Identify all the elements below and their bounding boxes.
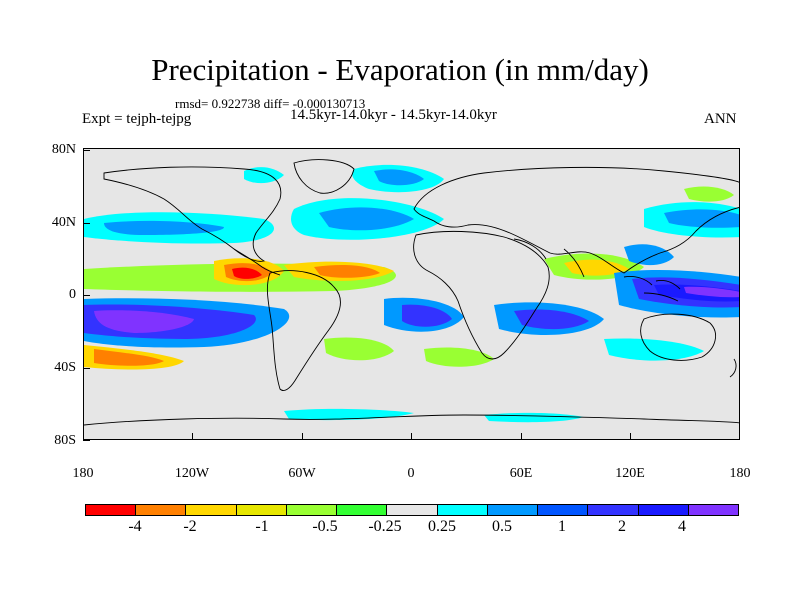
lon-label-180e: 180 <box>729 466 751 481</box>
field-patch <box>324 337 394 361</box>
lat-label-40s: 40S <box>54 360 76 375</box>
africa-outline <box>413 230 550 360</box>
map-canvas <box>84 149 739 439</box>
field-patch <box>104 220 224 235</box>
field-patch <box>684 286 739 298</box>
lat-tick <box>83 295 90 296</box>
greenland-outline <box>293 159 355 194</box>
colorbar-label: -0.5 <box>312 518 338 535</box>
colorbar-label: 0.5 <box>492 518 512 535</box>
map-title: Precipitation - Evaporation (in mm/day) <box>151 52 649 87</box>
antarctica-outline <box>84 414 739 426</box>
lat-label-80s: 80S <box>54 433 76 448</box>
lon-label-0: 0 <box>407 466 415 481</box>
colorbar-label: -4 <box>128 518 142 535</box>
period-label: 14.5kyr-14.0kyr - 14.5kyr-14.0kyr <box>290 107 497 123</box>
colorbar-label: 0.25 <box>428 518 456 535</box>
colorbar-label: 2 <box>618 518 626 535</box>
field-patch <box>684 186 734 202</box>
pme-map <box>83 148 740 440</box>
colorbar-swatch <box>236 505 287 515</box>
lon-label-180w: 180 <box>72 466 94 481</box>
field-patch <box>564 259 629 276</box>
australia-outline <box>640 313 717 361</box>
arabia-india-outline <box>513 238 585 278</box>
field-patch <box>319 207 414 231</box>
colorbar-swatch <box>286 505 338 515</box>
lon-tick <box>411 433 412 440</box>
field-patch <box>94 349 164 366</box>
colorbar-label: -2 <box>183 518 197 535</box>
coastline-outlines <box>84 159 739 426</box>
lat-tick <box>83 223 90 224</box>
experiment-label: Expt = tejph-tejpg <box>82 111 192 127</box>
colorbar-swatch <box>136 505 187 515</box>
field-patch <box>244 167 284 184</box>
lon-label-120w: 120W <box>174 466 210 481</box>
new-zealand-outline <box>729 358 737 378</box>
lon-label-60w: 60W <box>288 466 316 481</box>
colorbar <box>85 504 739 516</box>
colorbar-label: 1 <box>558 518 566 535</box>
lat-label-0: 0 <box>69 287 76 302</box>
lat-tick <box>83 368 90 369</box>
central-america-outline <box>233 248 281 276</box>
colorbar-label: -0.25 <box>368 518 402 535</box>
eurasia-outline <box>413 166 739 274</box>
north-america-outline <box>103 166 282 262</box>
colorbar-swatch <box>538 505 589 515</box>
lon-label-120e: 120E <box>615 466 645 481</box>
colorbar-swatch <box>437 505 488 515</box>
field-patch <box>232 267 262 279</box>
lon-label-60e: 60E <box>509 466 533 481</box>
colorbar-swatch <box>86 505 137 515</box>
field-patch <box>314 265 380 278</box>
colorbar-swatch <box>588 505 639 515</box>
colorbar-swatch <box>638 505 689 515</box>
lon-tick <box>302 433 303 440</box>
lon-tick <box>192 433 193 440</box>
colorbar-label: -1 <box>255 518 269 535</box>
colorbar-swatch <box>337 505 388 515</box>
colorbar-label: 4 <box>678 518 686 535</box>
colorbar-swatch <box>387 505 438 515</box>
lat-tick <box>83 150 90 151</box>
colorbar-swatch <box>487 505 539 515</box>
season-label: ANN <box>704 111 737 127</box>
field-patch <box>424 347 494 367</box>
field-patch <box>604 338 704 361</box>
colorbar-swatch <box>688 505 739 515</box>
south-america-outline <box>267 270 341 391</box>
stats-line: rmsd= 0.922738 diff= -0.000130713 <box>175 96 366 111</box>
colorbar-swatch <box>186 505 237 515</box>
lat-label-80n: 80N <box>51 142 76 157</box>
field-patch <box>374 169 424 186</box>
field-patch <box>624 244 674 266</box>
field-patch <box>402 304 452 327</box>
lon-tick <box>630 433 631 440</box>
lat-label-40n: 40N <box>51 215 76 230</box>
lat-tick <box>83 440 90 441</box>
field-patch <box>94 310 194 333</box>
lon-tick <box>521 433 522 440</box>
maritime-continent-outline <box>623 276 681 302</box>
